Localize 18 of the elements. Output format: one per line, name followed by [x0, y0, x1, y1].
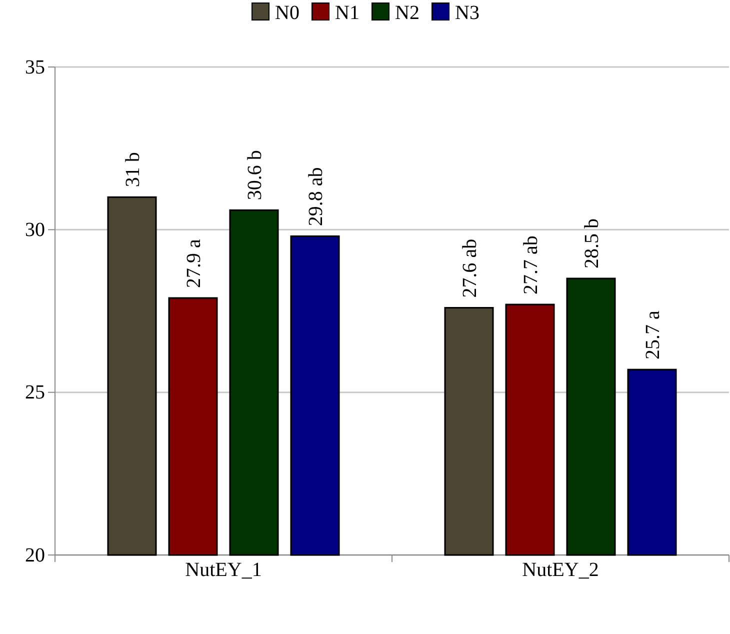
legend-label: N2 — [395, 2, 420, 24]
data-label: 29.8 ab — [305, 167, 327, 226]
y-tick-label: 30 — [25, 219, 45, 242]
legend-label: N1 — [335, 2, 360, 24]
legend-label: N0 — [275, 2, 300, 24]
y-tick-label: 25 — [25, 382, 45, 404]
x-tick-label: NutEY_1 — [185, 559, 262, 581]
data-label: 31 b — [122, 152, 144, 188]
y-tick-label: 35 — [25, 56, 45, 78]
data-label: 30.6 b — [244, 150, 266, 200]
data-label: 28.5 b — [581, 218, 603, 268]
y-tick-label: 20 — [25, 544, 45, 566]
x-tick-label: NutEY_2 — [522, 559, 599, 581]
data-label: 27.9 a — [183, 238, 205, 288]
data-label: 27.7 ab — [520, 236, 542, 294]
data-label: 27.6 ab — [459, 238, 481, 298]
data-label: 25.7 a — [642, 310, 664, 360]
legend-label: N3 — [455, 2, 480, 24]
